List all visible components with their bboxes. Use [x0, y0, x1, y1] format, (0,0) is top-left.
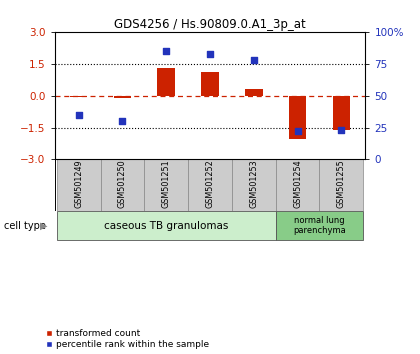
Point: [119, 118, 126, 124]
Bar: [333, 96, 350, 130]
Text: GSM501253: GSM501253: [249, 160, 258, 208]
Text: ▶: ▶: [40, 221, 47, 231]
Text: GSM501251: GSM501251: [162, 160, 171, 208]
FancyBboxPatch shape: [57, 211, 276, 240]
FancyBboxPatch shape: [100, 160, 144, 211]
FancyBboxPatch shape: [232, 160, 276, 211]
Bar: [201, 72, 219, 96]
Point: [250, 57, 257, 63]
Point: [207, 51, 213, 56]
FancyBboxPatch shape: [320, 160, 363, 211]
Text: GSM501250: GSM501250: [118, 160, 127, 208]
FancyBboxPatch shape: [144, 160, 188, 211]
Text: GSM501254: GSM501254: [293, 160, 302, 208]
FancyBboxPatch shape: [276, 160, 320, 211]
Text: GSM501255: GSM501255: [337, 160, 346, 209]
FancyBboxPatch shape: [57, 160, 100, 211]
Legend: transformed count, percentile rank within the sample: transformed count, percentile rank withi…: [47, 329, 209, 349]
FancyBboxPatch shape: [276, 211, 363, 240]
Bar: [245, 89, 262, 96]
Point: [294, 129, 301, 134]
FancyBboxPatch shape: [188, 160, 232, 211]
Bar: [70, 96, 87, 97]
Text: normal lung
parenchyma: normal lung parenchyma: [293, 216, 346, 235]
Text: caseous TB granulomas: caseous TB granulomas: [104, 221, 228, 231]
Bar: [158, 68, 175, 96]
Text: GSM501249: GSM501249: [74, 160, 83, 208]
Point: [338, 127, 345, 133]
Point: [75, 112, 82, 118]
Text: cell type: cell type: [4, 221, 46, 231]
Text: GSM501252: GSM501252: [205, 160, 215, 209]
Bar: [289, 96, 306, 139]
Bar: [114, 96, 131, 98]
Title: GDS4256 / Hs.90809.0.A1_3p_at: GDS4256 / Hs.90809.0.A1_3p_at: [114, 18, 306, 31]
Point: [163, 48, 170, 54]
